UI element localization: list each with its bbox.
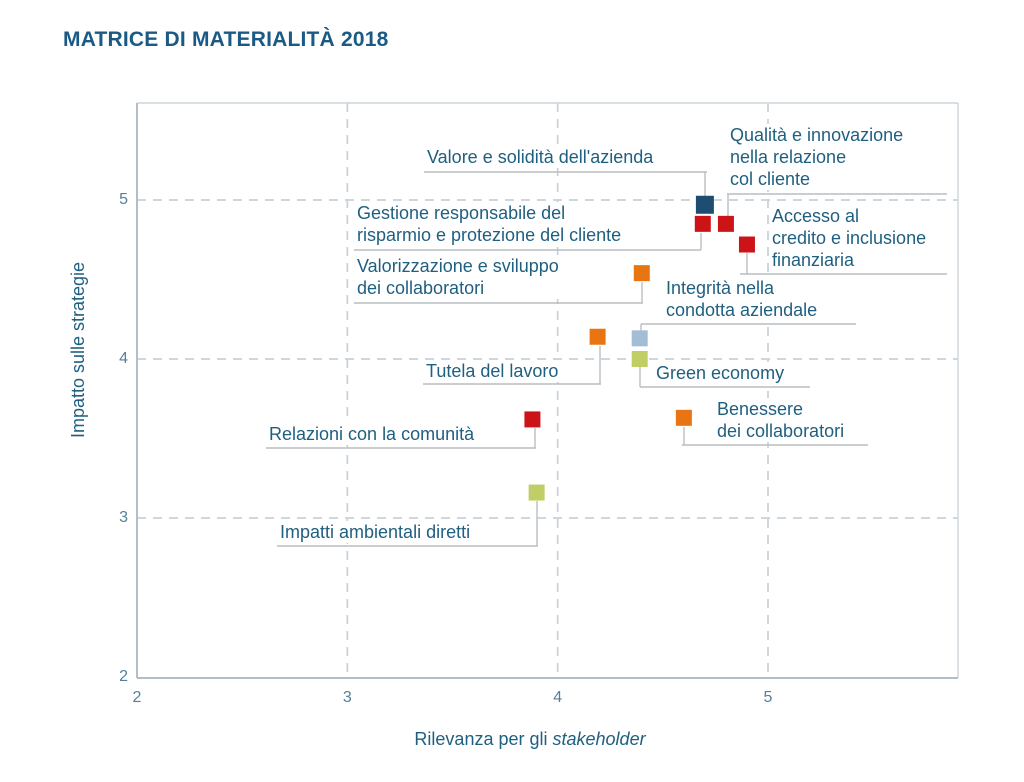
point-label-line: col cliente [730,169,811,189]
point-label-line: Relazioni con la comunità [269,424,475,444]
point-label-line: Accesso al [772,206,860,226]
data-point-impatti-ambientali [528,484,545,501]
point-label-line: dei collaboratori [717,421,845,441]
point-label-line: dei collaboratori [357,278,485,298]
x-tick-label-2: 2 [132,689,142,706]
data-point-integrita-condotta [631,330,648,347]
point-label-line: credito e inclusione [772,228,927,248]
x-tick-label-4: 4 [553,689,563,706]
data-point-qualita-innovazione [717,215,734,232]
x-tick-label-3: 3 [342,689,352,706]
point-label-line: Qualità e innovazione [730,125,904,145]
y-axis-title: Impatto sulle strategie [68,261,88,439]
data-point-relazioni-comunita [524,411,541,428]
data-point-gestione-risparmio [694,215,711,232]
x-tick-label-5: 5 [763,689,773,706]
point-label-line: Tutela del lavoro [426,361,559,381]
data-point-accesso-credito [738,236,755,253]
y-tick-label-5: 5 [119,191,128,208]
point-label-benessere-collaboratori: Benessere dei collaboratori [715,398,847,442]
point-label-accesso-credito: Accesso al credito e inclusione finanziari… [770,205,929,271]
point-label-tutela-lavoro: Tutela del lavoro [424,360,561,382]
point-label-line: condotta aziendale [666,300,818,320]
point-label-relazioni-comunita: Relazioni con la comunità [267,423,477,445]
data-point-green-economy [631,351,648,367]
x-axis-title-italic: stakeholder [552,729,646,749]
point-label-line: Benessere [717,399,804,419]
data-point-valorizzazione-collaboratori [633,265,650,282]
page-title: MATRICE DI MATERIALITÀ 2018 [63,28,389,51]
point-label-line: nella relazione [730,147,847,167]
point-label-qualita-innovazione: Qualità e innovazione nella relazione col … [728,124,906,190]
y-tick-label-2: 2 [119,668,128,685]
point-label-valore-solidita: Valore e solidità dell'azienda [425,146,656,168]
point-label-impatti-ambientali: Impatti ambientali diretti [278,521,473,543]
point-label-line: Valorizzazione e sviluppo [357,256,559,276]
point-label-line: Gestione responsabile del [357,203,566,223]
point-label-green-economy: Green economy [654,362,787,384]
data-point-valore-solidita [695,195,714,214]
point-label-integrita-condotta: Integrità nella condotta aziendale [664,277,820,321]
x-axis-title: Rilevanza per gli stakeholder [380,729,680,750]
point-label-line: risparmio e protezione del cliente [357,225,622,245]
x-axis-title-text: Rilevanza per gli [414,729,548,749]
point-label-gestione-risparmio: Gestione responsabile del risparmio e pro… [355,202,624,246]
data-point-tutela-lavoro [589,328,606,345]
point-label-valorizzazione-collaboratori: Valorizzazione e sviluppo dei collaborato… [355,255,561,299]
y-tick-label-3: 3 [119,509,128,526]
data-point-benessere-collaboratori [675,409,692,426]
point-label-line: finanziaria [772,250,855,270]
point-label-line: Impatti ambientali diretti [280,522,471,542]
point-label-line: Green economy [656,363,785,383]
point-label-line: Integrità nella [666,278,775,298]
y-tick-label-4: 4 [119,350,128,367]
point-label-line: Valore e solidità dell'azienda [427,147,654,167]
